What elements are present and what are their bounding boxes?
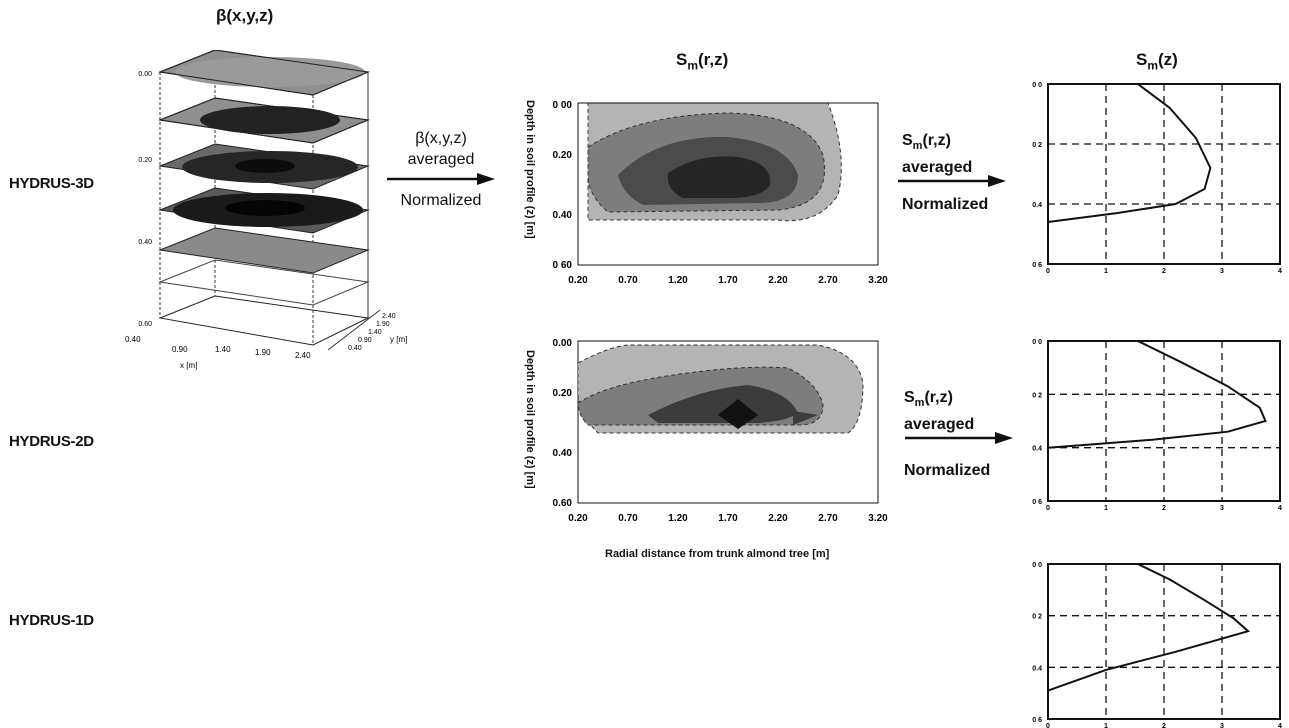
arrow2-line3: Normalized <box>902 196 989 213</box>
arrow1-line2: averaged <box>407 151 475 168</box>
profile-xtick: 0 <box>1046 268 1050 275</box>
arrow3-line1: Sm(r,z) <box>904 389 953 410</box>
z-tick-1: 0.20 <box>138 157 152 164</box>
profile-ytick: 0 6 <box>1032 499 1042 506</box>
bottom-ytick-3: 0.60 <box>553 498 573 509</box>
contour-top-ylabel: Depth in soil profile (z) [m] <box>524 100 536 239</box>
x-tick-1: 0.90 <box>172 345 188 354</box>
arrow2-label: Sm(r,z) averaged <box>902 130 1012 178</box>
arrow3-icon <box>905 432 1013 444</box>
contour-xlabel: Radial distance from trunk almond tree [… <box>605 548 830 560</box>
top-xtick-6: 3.20 <box>868 275 888 286</box>
profile-xtick: 3 <box>1220 505 1224 512</box>
profile-ytick: 0 2 <box>1032 392 1042 399</box>
top-xtick-4: 2.20 <box>768 275 788 286</box>
profile-ytick: 0 0 <box>1032 339 1042 346</box>
top-ytick-1: 0.20 <box>553 150 573 161</box>
z-tick-0: 0.00 <box>138 71 152 78</box>
y-tick-4: 2.40 <box>382 313 396 320</box>
z-tick-3: 0.60 <box>138 321 152 328</box>
bottom-ytick-0: 0.00 <box>553 338 573 349</box>
x-tick-4: 2.40 <box>295 351 311 360</box>
beta-title: β(x,y,z) <box>216 6 274 25</box>
profile-ytick: 0 0 <box>1032 82 1042 89</box>
bottom-xtick-3: 1.70 <box>718 513 738 524</box>
profile-xtick: 3 <box>1220 268 1224 275</box>
x-tick-2: 1.40 <box>215 345 231 354</box>
row-label-hydrus-2d: HYDRUS-2D <box>9 433 94 450</box>
profile-xtick: 2 <box>1162 723 1166 728</box>
top-ytick-2: 0.40 <box>553 210 573 221</box>
arrow2-line2: averaged <box>902 159 973 177</box>
profile-plot-2: 0 0 0 2 0.4 0 6 0 1 2 3 4 <box>1032 339 1282 512</box>
top-xtick-5: 2.70 <box>818 275 838 286</box>
x-axis-label: x [m] <box>180 361 197 370</box>
top-xtick-0: 0.20 <box>568 275 588 286</box>
y-axis-label: y [m] <box>390 335 407 344</box>
profile-ytick: 0 2 <box>1032 142 1042 149</box>
profile-xtick: 0 <box>1046 505 1050 512</box>
profile-ytick: 0.4 <box>1032 665 1042 672</box>
profile-xtick: 2 <box>1162 268 1166 275</box>
profile-ytick: 0.4 <box>1032 202 1042 209</box>
profile-ytick: 0 2 <box>1032 614 1042 621</box>
profile-plot-1: 0 0 0 2 0.4 0 6 0 1 2 3 4 <box>1032 82 1282 275</box>
bottom-xtick-4: 2.20 <box>768 513 788 524</box>
row-label-hydrus-1d: HYDRUS-1D <box>9 612 94 629</box>
bottom-ytick-1: 0.20 <box>553 388 573 399</box>
y-tick-3: 1.90 <box>376 321 390 328</box>
contour-bottom-ylabel: Depth in soil profile (z) [m] <box>524 350 536 489</box>
profile-xtick: 3 <box>1220 723 1224 728</box>
top-ytick-0: 0 00 <box>553 100 573 111</box>
arrow2-line1: Sm(r,z) <box>902 132 951 153</box>
contour-plot-top: 0 00 0.20 0.40 0 60 0.20 0.70 1.20 1.70 … <box>553 100 888 286</box>
x-tick-0: 0.40 <box>125 335 141 344</box>
y-tick-1: 0.90 <box>358 337 372 344</box>
beta-3d-block: 0.00 0.20 0.40 0.60 0.40 0.90 1.40 1.90 … <box>125 50 407 370</box>
profile-curve <box>1047 340 1267 449</box>
profile-xtick: 0 <box>1046 723 1050 728</box>
arrow1-line1: β(x,y,z) <box>415 130 467 147</box>
x-tick-3: 1.90 <box>255 348 271 357</box>
smz-title: Sm(z) <box>1136 50 1178 73</box>
profile-ytick: 0.4 <box>1032 446 1042 453</box>
contour-plot-bottom: 0.00 0.20 0.40 0.60 0.20 0.70 1.20 1.70 … <box>553 338 888 524</box>
y-tick-0: 0.40 <box>348 345 362 352</box>
profile-xtick: 1 <box>1104 268 1108 275</box>
profile-xtick: 4 <box>1278 723 1282 728</box>
bottom-xtick-1: 0.70 <box>618 513 638 524</box>
row-label-hydrus-3d: HYDRUS-3D <box>9 175 94 192</box>
profile-xtick: 1 <box>1104 723 1108 728</box>
bottom-ytick-2: 0.40 <box>553 448 573 459</box>
bottom-xtick-6: 3.20 <box>868 513 888 524</box>
profile-ytick: 0 0 <box>1032 562 1042 569</box>
profile-xtick: 4 <box>1278 505 1282 512</box>
z-tick-2: 0.40 <box>138 239 152 246</box>
profile-xtick: 1 <box>1104 505 1108 512</box>
arrow1-label: β(x,y,z) averaged <box>386 128 496 170</box>
smrz-title: Sm(r,z) <box>676 50 729 73</box>
profile-curve <box>1047 83 1212 223</box>
arrow2-icon <box>898 175 1006 187</box>
top-xtick-1: 0.70 <box>618 275 638 286</box>
arrow1-line3: Normalized <box>400 192 482 209</box>
profile-xtick: 4 <box>1278 268 1282 275</box>
top-xtick-3: 1.70 <box>718 275 738 286</box>
top-ytick-3: 0 60 <box>553 260 573 271</box>
profile-ytick: 0 6 <box>1032 717 1042 724</box>
profile-plot-3: 0 0 0 2 0.4 0 6 0 1 2 3 4 <box>1032 562 1282 728</box>
y-tick-2: 1.40 <box>368 329 382 336</box>
arrow3-line3: Normalized <box>904 462 991 479</box>
arrow1-icon <box>387 173 495 185</box>
profile-curve <box>1047 563 1251 692</box>
arrow3-line2: averaged <box>904 416 975 434</box>
top-xtick-2: 1.20 <box>668 275 688 286</box>
contour-top-ticks: 0 00 0.20 0.40 0 60 0.20 0.70 1.20 1.70 … <box>553 100 888 286</box>
bottom-xtick-5: 2.70 <box>818 513 838 524</box>
profile-ytick: 0 6 <box>1032 262 1042 269</box>
arrow3-label: Sm(r,z) averaged <box>904 387 1014 435</box>
profile-xtick: 2 <box>1162 505 1166 512</box>
bottom-xtick-0: 0.20 <box>568 513 588 524</box>
bottom-xtick-2: 1.20 <box>668 513 688 524</box>
